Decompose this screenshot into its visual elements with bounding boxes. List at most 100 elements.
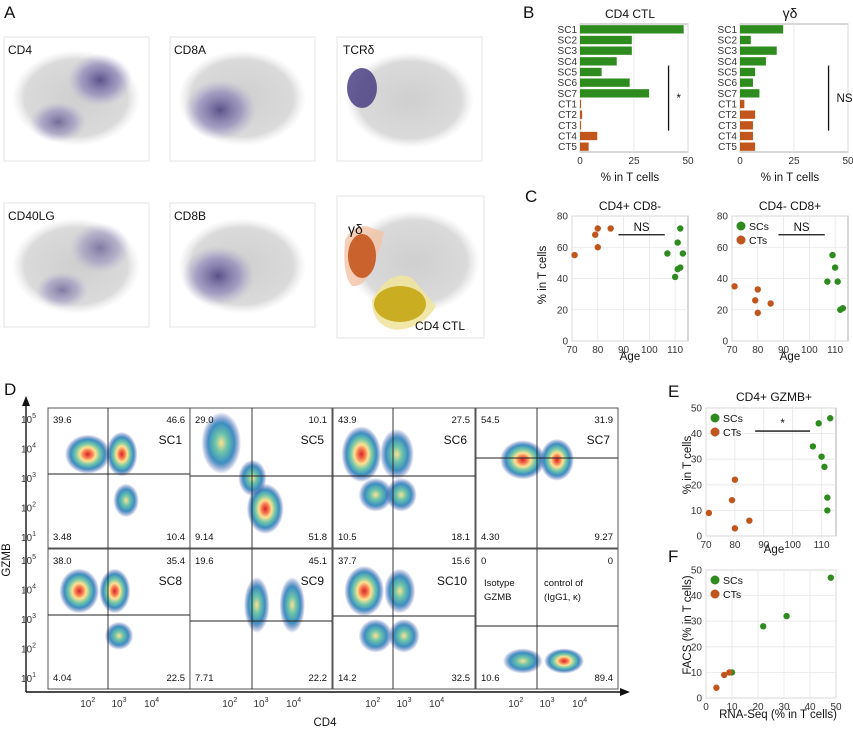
sample-label: SC10 bbox=[437, 574, 467, 588]
x-tick-label: 90 bbox=[778, 345, 790, 356]
panel-letter-d: D bbox=[4, 380, 16, 399]
category-label: SC4 bbox=[718, 57, 738, 68]
bar bbox=[580, 89, 650, 98]
density-cluster bbox=[358, 478, 393, 512]
bar bbox=[740, 110, 756, 119]
x-tick-label: 0 bbox=[703, 702, 709, 713]
density-cluster bbox=[59, 568, 100, 614]
x-tick-label: 80 bbox=[729, 540, 741, 551]
chart-title-e: CD4+ GZMB+ bbox=[736, 390, 812, 404]
tsne-label-cd8b: CD8B bbox=[174, 209, 206, 223]
bar bbox=[740, 121, 753, 130]
x-log-tick-label: 103 bbox=[396, 697, 411, 710]
x-tick-label: 10 bbox=[726, 702, 738, 713]
data-point bbox=[767, 300, 774, 307]
data-point bbox=[731, 476, 739, 483]
panel-b-cd4ctl-bar-chart: CD4 CTL % in T cells 0 25 50SC1SC2SC3SC4SC… bbox=[558, 7, 694, 184]
density-cluster bbox=[106, 431, 138, 477]
x-log-tick-label: 102 bbox=[222, 697, 237, 710]
x-tick-label: 100 bbox=[641, 345, 658, 356]
density-cluster bbox=[379, 429, 414, 480]
x-log-tick-label: 103 bbox=[539, 697, 554, 710]
legend-label: CTs bbox=[723, 427, 741, 439]
y-log-tick-label: 104 bbox=[21, 443, 36, 456]
data-point bbox=[713, 684, 720, 691]
x-tick-label: 110 bbox=[667, 345, 683, 356]
legend-marker bbox=[710, 413, 720, 423]
category-label: SC3 bbox=[558, 46, 578, 57]
x-tick-label: 70 bbox=[726, 345, 738, 356]
quadrant-value-ll: 4.04 bbox=[53, 673, 72, 684]
tsne-tcrd: TCRδ bbox=[336, 36, 483, 162]
quadrant-value-ll: 10.5 bbox=[338, 532, 357, 543]
y-tick-label: 30 bbox=[691, 455, 703, 466]
data-point bbox=[705, 509, 713, 517]
flow-plot-5: 38.0 35.4 4.04 22.5 SC8 bbox=[47, 548, 191, 690]
y-log-tick-label: 101 bbox=[21, 531, 36, 544]
bar bbox=[580, 67, 602, 77]
y-tick-label: 30 bbox=[691, 617, 703, 628]
density-cluster bbox=[104, 621, 134, 650]
quadrant-value-lr: 51.8 bbox=[309, 532, 328, 543]
x-axis-label-e: Age bbox=[764, 544, 784, 556]
quadrant-value-lr: 9.27 bbox=[595, 532, 614, 543]
y-tick-label: 50 bbox=[691, 566, 703, 577]
data-point bbox=[671, 273, 679, 281]
x-axis-label-f: RNA-Seq (% in T cells) bbox=[719, 709, 837, 721]
category-label: SC5 bbox=[558, 68, 578, 79]
category-label: SC1 bbox=[718, 25, 738, 36]
bar bbox=[580, 131, 598, 141]
density-cluster bbox=[246, 483, 284, 534]
x-tick-label: 50 bbox=[842, 156, 853, 167]
category-label: SC1 bbox=[558, 25, 578, 36]
category-label: SC7 bbox=[558, 89, 578, 100]
panel-c-cd8-scatter: CD4- CD8+ Age 70 80 90 100 110 0 20 40 60 80 NS SCs… bbox=[717, 199, 849, 363]
plot-frame bbox=[705, 569, 837, 699]
bar bbox=[580, 110, 583, 119]
bar bbox=[580, 142, 589, 151]
category-label: CT2 bbox=[718, 110, 737, 121]
density-cluster bbox=[341, 426, 382, 483]
legend-marker bbox=[710, 589, 720, 599]
legend-marker bbox=[710, 575, 720, 585]
quadrant-value-ll: 4.30 bbox=[481, 532, 500, 543]
density-cluster bbox=[539, 438, 574, 481]
flow-plot-3: 43.9 27.5 10.5 18.1 SC6 bbox=[332, 407, 476, 549]
flow-plot-7: 37.7 15.6 14.2 32.5 SC10 bbox=[332, 548, 476, 690]
quadrant-value-ul: 0 bbox=[481, 556, 486, 567]
data-point bbox=[821, 463, 828, 471]
y-tick-label: 40 bbox=[717, 274, 729, 285]
tsne-cd4: CD4 bbox=[3, 36, 150, 162]
bar bbox=[580, 99, 582, 109]
bar bbox=[740, 35, 751, 45]
data-point bbox=[818, 453, 825, 460]
flow-plot-frame bbox=[47, 407, 191, 549]
y-tick-label: 20 bbox=[691, 642, 703, 653]
x-tick-label: 30 bbox=[778, 702, 790, 713]
y-axis-arrow bbox=[22, 396, 30, 406]
bar bbox=[740, 46, 777, 55]
flow-plot-2: 29.0 10.1 9.14 51.8 SC5 bbox=[189, 407, 333, 549]
quadrant-value-ul: 54.5 bbox=[481, 415, 500, 426]
density-cluster bbox=[384, 568, 416, 614]
data-point bbox=[592, 231, 599, 238]
tsne-label-cd4: CD4 bbox=[8, 43, 32, 57]
y-tick-label: 60 bbox=[557, 243, 569, 254]
significance-label: NS bbox=[634, 222, 650, 234]
y-log-tick-label: 103 bbox=[21, 613, 36, 626]
legend-label: SCs bbox=[723, 413, 743, 425]
y-tick-label: 60 bbox=[717, 243, 729, 254]
data-point bbox=[783, 612, 790, 620]
y-tick-label: 0 bbox=[722, 337, 728, 348]
density-cluster bbox=[544, 648, 584, 674]
tsne-cd8b: CD8B bbox=[169, 202, 316, 328]
significance-label: NS bbox=[837, 93, 853, 105]
y-tick-label: 50 bbox=[691, 404, 703, 415]
x-log-tick-label: 103 bbox=[111, 697, 126, 710]
x-tick-label: 80 bbox=[592, 345, 604, 356]
bar bbox=[740, 25, 784, 34]
isotype-text: GZMB bbox=[484, 592, 511, 603]
panel-f-facs-vs-rnaseq: RNA-Seq (% in T cells) FACS (% in T cell… bbox=[682, 566, 842, 722]
x-tick-label: 110 bbox=[814, 540, 830, 551]
panel-letter-b: B bbox=[523, 3, 534, 22]
